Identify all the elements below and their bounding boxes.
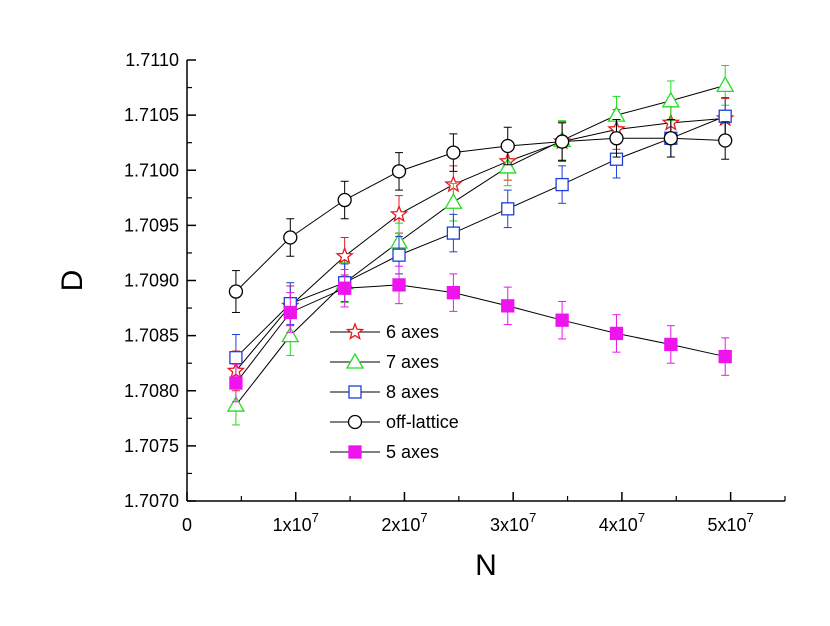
legend-marker [345, 322, 365, 340]
series-line [235, 137, 726, 292]
series-8-axes [229, 96, 732, 382]
legend-marker [348, 445, 362, 459]
legend-label: 6 axes [386, 322, 439, 342]
legend-label: off-lattice [386, 412, 459, 432]
y-tick-label: 1.7100 [124, 160, 179, 180]
data-point [555, 313, 569, 327]
data-point [337, 192, 352, 208]
legend-label: 5 axes [386, 442, 439, 462]
series-6-axes [226, 98, 735, 392]
legend-entry: 8 axes [330, 382, 439, 402]
y-axis-title: D [56, 270, 89, 292]
series-line [235, 117, 726, 372]
legend-label: 7 axes [386, 352, 439, 372]
data-point [664, 337, 678, 352]
data-point [609, 131, 624, 146]
data-point [554, 134, 570, 149]
data-point [718, 349, 732, 364]
series-line [235, 284, 726, 384]
data-point [392, 278, 406, 292]
data-point [661, 91, 680, 108]
y-tick-label: 1.7095 [124, 215, 179, 235]
data-point [663, 131, 678, 146]
x-tick-label: 0 [182, 515, 192, 535]
legend-entry: 7 axes [330, 352, 439, 372]
x-tick-label: 2x107 [381, 510, 427, 535]
data-point [718, 109, 732, 123]
x-axis-title: N [475, 549, 497, 582]
data-point [555, 177, 569, 192]
data-point [391, 164, 407, 179]
data-point [501, 299, 515, 313]
data-point [338, 281, 352, 295]
y-tick-label: 1.7070 [124, 491, 179, 511]
data-point [228, 284, 244, 299]
series-7-axes [226, 65, 735, 426]
legend-marker [345, 352, 365, 369]
data-point [446, 145, 461, 160]
data-point [283, 230, 298, 245]
data-point [444, 192, 463, 209]
data-point [498, 157, 517, 174]
y-tick-label: 1.7085 [124, 326, 179, 346]
legend-entry: off-lattice [330, 412, 459, 432]
legend-entry: 5 axes [330, 442, 439, 462]
data-point [716, 76, 735, 93]
axes: 1.7070 1.7075 1.7080 1.7085 1.7090 1.7095 1.71… [124, 50, 786, 535]
x-tick-label: 1x107 [273, 510, 319, 535]
x-tick-label: 4x107 [599, 510, 645, 535]
data-point [226, 395, 246, 412]
data-point [446, 226, 461, 240]
legend-label: 8 axes [386, 382, 439, 402]
data-point [609, 326, 624, 341]
data-point [500, 138, 515, 154]
data-point [389, 204, 409, 223]
y-tick-label: 1.7080 [124, 381, 179, 401]
data-point [335, 246, 354, 265]
series-line [235, 84, 726, 406]
y-tick-label: 1.7105 [124, 105, 179, 125]
legend-marker [347, 414, 363, 430]
data-point [283, 305, 297, 320]
data-point [281, 326, 300, 343]
series-5-axes [229, 265, 732, 403]
y-tick-label: 1.7110 [125, 50, 179, 70]
y-tick-label: 1.7075 [124, 436, 179, 456]
legend-marker [348, 385, 362, 399]
legend: 6 axes 7 axes 8 axes off-lattice 5 axes [330, 322, 459, 462]
data-point [229, 351, 243, 365]
x-tick-label: 5x107 [707, 510, 753, 535]
data-point [446, 285, 461, 300]
series-off-lattice [228, 119, 733, 313]
legend-entry: 6 axes [330, 322, 439, 342]
x-tick-label: 3x107 [490, 510, 536, 535]
plot-area [226, 65, 735, 426]
data-point [501, 202, 515, 216]
data-point [392, 248, 406, 262]
y-tick-label: 1.7090 [124, 271, 179, 291]
data-point [718, 133, 733, 148]
data-point [229, 376, 243, 390]
series-line [235, 115, 726, 359]
